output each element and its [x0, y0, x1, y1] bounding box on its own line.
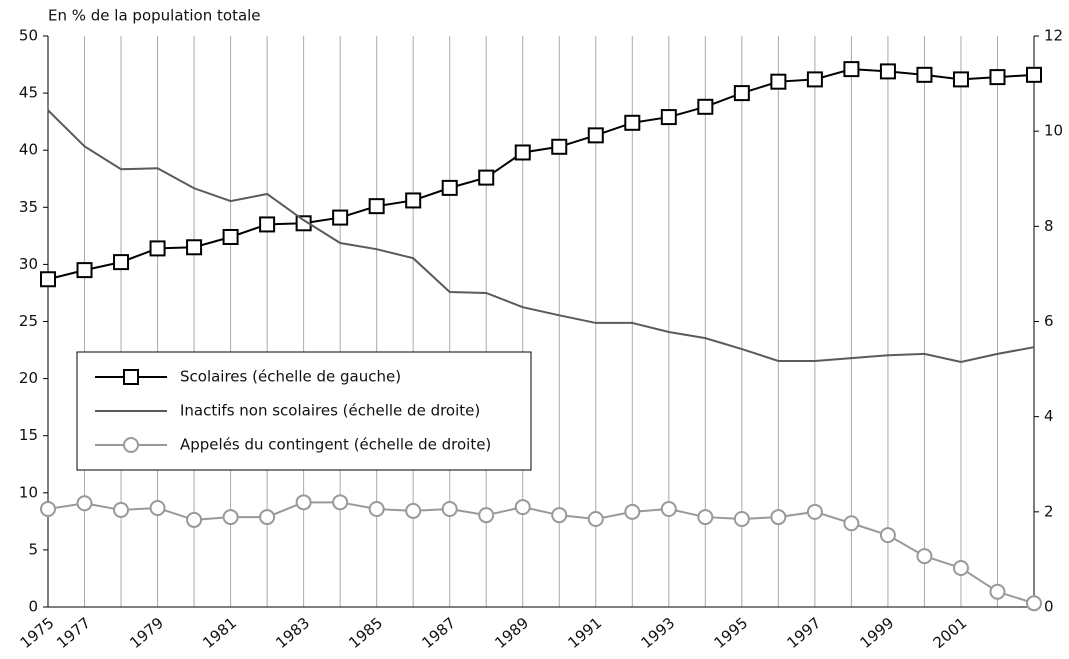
y2-tick-label: 12	[1044, 27, 1063, 45]
series-line	[47, 68, 1035, 281]
marker	[879, 527, 896, 544]
legend-label: Inactifs non scolaires (échelle de droit…	[180, 402, 480, 420]
y2-tick-label: 6	[1044, 312, 1054, 330]
marker	[40, 271, 56, 288]
marker	[587, 510, 604, 527]
y-tick-label: 25	[19, 312, 38, 330]
y2-tick-label: 10	[1044, 122, 1063, 140]
marker	[514, 499, 531, 516]
legend-marker	[123, 437, 139, 453]
y-tick-label: 10	[19, 483, 38, 501]
y-tick-label: 35	[19, 198, 38, 216]
series-line	[47, 501, 1035, 605]
marker	[770, 73, 787, 90]
marker	[843, 515, 860, 532]
marker	[624, 503, 641, 520]
marker	[770, 509, 787, 526]
marker	[1026, 595, 1042, 612]
marker	[843, 61, 860, 78]
marker	[624, 114, 641, 131]
y-tick-label: 50	[19, 27, 38, 45]
marker	[332, 209, 349, 226]
marker	[697, 98, 714, 115]
marker	[259, 216, 276, 233]
axis-title: En % de la population totale	[48, 7, 261, 25]
marker	[697, 509, 714, 526]
marker	[879, 63, 896, 80]
marker	[806, 503, 823, 520]
marker	[113, 254, 130, 271]
y2-tick-label: 2	[1044, 502, 1054, 520]
marker	[186, 239, 203, 256]
marker	[76, 262, 93, 279]
marker	[733, 510, 750, 527]
marker	[989, 583, 1006, 600]
marker	[113, 501, 130, 518]
marker	[222, 228, 239, 245]
legend-marker	[123, 369, 139, 385]
marker	[916, 548, 933, 565]
y-tick-label: 45	[19, 84, 38, 102]
marker	[259, 509, 276, 526]
marker	[1026, 66, 1042, 83]
marker	[660, 500, 677, 517]
y-tick-label: 0	[28, 598, 38, 616]
marker	[478, 169, 495, 186]
marker	[405, 502, 422, 519]
marker	[222, 509, 239, 526]
marker	[295, 494, 312, 511]
marker	[952, 71, 969, 88]
marker	[514, 144, 531, 161]
marker	[76, 495, 93, 512]
y2-tick-label: 4	[1044, 407, 1054, 425]
marker	[441, 500, 458, 517]
marker	[660, 109, 677, 126]
y2-tick-label: 0	[1044, 598, 1054, 616]
marker	[806, 71, 823, 88]
y-tick-label: 20	[19, 369, 38, 387]
marker	[441, 179, 458, 196]
marker	[478, 507, 495, 524]
marker	[368, 500, 385, 517]
y2-tick-label: 8	[1044, 217, 1054, 235]
marker	[149, 240, 166, 257]
marker	[295, 215, 312, 232]
marker	[551, 138, 568, 155]
marker	[149, 500, 166, 517]
y-tick-label: 30	[19, 255, 38, 273]
marker	[733, 85, 750, 102]
y-tick-label: 40	[19, 141, 38, 159]
marker	[989, 69, 1006, 86]
legend-label: Scolaires (échelle de gauche)	[180, 368, 401, 386]
marker	[368, 198, 385, 215]
marker	[587, 127, 604, 144]
series-line	[47, 109, 1035, 363]
marker	[551, 507, 568, 524]
y-tick-label: 15	[19, 426, 38, 444]
marker	[332, 494, 349, 511]
marker	[40, 500, 56, 517]
marker	[405, 192, 422, 209]
marker	[916, 66, 933, 83]
marker	[952, 559, 969, 576]
y-tick-label: 5	[28, 540, 38, 558]
marker	[186, 511, 203, 528]
legend-label: Appelés du contingent (échelle de droite…	[180, 436, 491, 454]
